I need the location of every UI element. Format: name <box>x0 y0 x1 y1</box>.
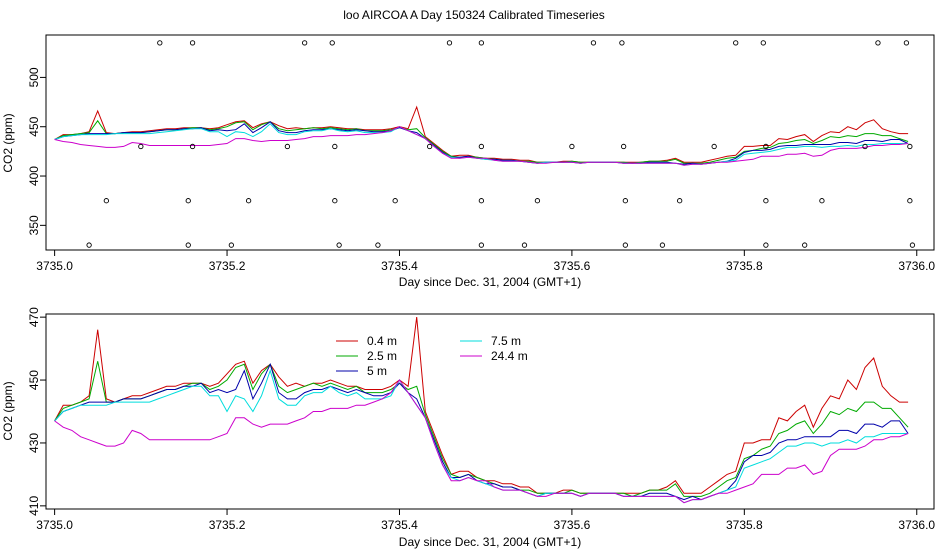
legend: 0.4 m2.5 m5 m 7.5 m24.4 m <box>336 334 528 378</box>
reference-point <box>819 198 825 204</box>
y-tick-label: 450 <box>27 370 41 390</box>
series-line-0 <box>54 317 909 494</box>
reference-point <box>622 198 629 204</box>
series-line-1 <box>54 361 909 497</box>
legend-label: 24.4 m <box>491 349 528 363</box>
reference-point <box>478 143 485 150</box>
legend-label: 5 m <box>367 364 387 378</box>
reference-point <box>336 242 342 248</box>
figure-title: loo AIRCOA A Day 150324 Calibrated Times… <box>343 8 604 22</box>
legend-label: 2.5 m <box>367 349 397 363</box>
reference-point <box>763 242 769 248</box>
x-tick-label: 3736.0 <box>898 518 935 532</box>
reference-point <box>521 242 528 248</box>
x-tick-label: 3735.2 <box>209 259 246 273</box>
reference-point <box>907 198 913 204</box>
reference-point <box>427 143 433 150</box>
reference-point <box>909 242 916 248</box>
x-tick-label: 3735.6 <box>554 518 591 532</box>
reference-point <box>284 143 291 150</box>
series-line-0 <box>54 105 909 163</box>
x-tick-label: 3735.4 <box>381 518 418 532</box>
y-tick-label: 410 <box>27 496 41 516</box>
x-axis-label: Day since Dec. 31, 2004 (GMT+1) <box>399 535 581 549</box>
reference-point <box>189 143 196 150</box>
reference-point <box>620 143 627 150</box>
reference-point <box>875 40 881 46</box>
reference-point <box>862 143 868 150</box>
x-tick-label: 3736.0 <box>898 259 935 273</box>
reference-point <box>157 40 163 46</box>
reference-point <box>619 40 625 46</box>
reference-point <box>301 40 308 46</box>
reference-point <box>392 198 398 204</box>
reference-point <box>711 143 717 150</box>
reference-points <box>86 40 916 248</box>
reference-point <box>138 143 144 150</box>
reference-point <box>103 198 109 204</box>
reference-point <box>677 198 683 204</box>
reference-point <box>228 242 235 248</box>
reference-point <box>907 143 913 150</box>
reference-point <box>86 242 92 248</box>
y-tick-label: 400 <box>27 166 41 186</box>
x-axis-label: Day since Dec. 31, 2004 (GMT+1) <box>399 275 581 289</box>
x-tick-label: 3735.0 <box>36 259 73 273</box>
x-tick-label: 3735.0 <box>36 518 73 532</box>
y-tick-label: 450 <box>27 116 41 136</box>
reference-point <box>185 198 191 204</box>
reference-point <box>478 198 485 204</box>
series-line-4 <box>54 379 909 504</box>
bottom-panel: 3735.0 3735.2 3735.4 3735.6 3735.8 3736.0 410 4… <box>1 307 935 549</box>
reference-point <box>189 40 196 46</box>
reference-point <box>569 143 575 150</box>
series-line-4 <box>54 126 909 166</box>
reference-point <box>534 198 541 204</box>
reference-point <box>332 198 338 204</box>
x-tick-label: 3735.4 <box>381 259 418 273</box>
x-tick-label: 3735.8 <box>726 518 763 532</box>
reference-point <box>329 40 335 46</box>
reference-point <box>478 40 485 46</box>
reference-point <box>622 242 629 248</box>
x-tick-label: 3735.6 <box>554 259 591 273</box>
series-line-3 <box>54 368 909 504</box>
y-axis-label: CO2 (ppm) <box>1 113 15 172</box>
series-lines <box>54 105 909 166</box>
reference-point <box>760 40 766 46</box>
reference-point <box>733 40 739 46</box>
y-tick-label: 500 <box>27 67 41 87</box>
x-tick-label: 3735.2 <box>209 518 246 532</box>
reference-point <box>903 40 910 46</box>
reference-point <box>763 198 769 204</box>
plot-frame <box>45 313 935 510</box>
x-tick-label: 3735.8 <box>726 259 763 273</box>
reference-point <box>245 198 252 204</box>
reference-point <box>802 242 808 248</box>
legend-label: 7.5 m <box>491 334 521 348</box>
reference-point <box>590 40 597 46</box>
y-tick-label: 430 <box>27 433 41 453</box>
series-lines <box>54 317 909 504</box>
top-panel: 3735.0 3735.2 3735.4 3735.6 3735.8 3736.0 350 4… <box>1 34 935 289</box>
legend-label: 0.4 m <box>367 334 397 348</box>
series-line-1 <box>54 119 909 164</box>
plot-frame <box>45 34 935 251</box>
reference-point <box>375 242 381 248</box>
reference-point <box>332 143 338 150</box>
reference-point <box>478 242 485 248</box>
y-tick-label: 350 <box>27 215 41 235</box>
y-axis-label: CO2 (ppm) <box>1 381 15 440</box>
reference-point <box>446 40 453 46</box>
reference-point <box>185 242 191 248</box>
reference-point <box>763 143 769 150</box>
y-tick-label: 470 <box>27 307 41 327</box>
reference-point <box>659 242 666 248</box>
